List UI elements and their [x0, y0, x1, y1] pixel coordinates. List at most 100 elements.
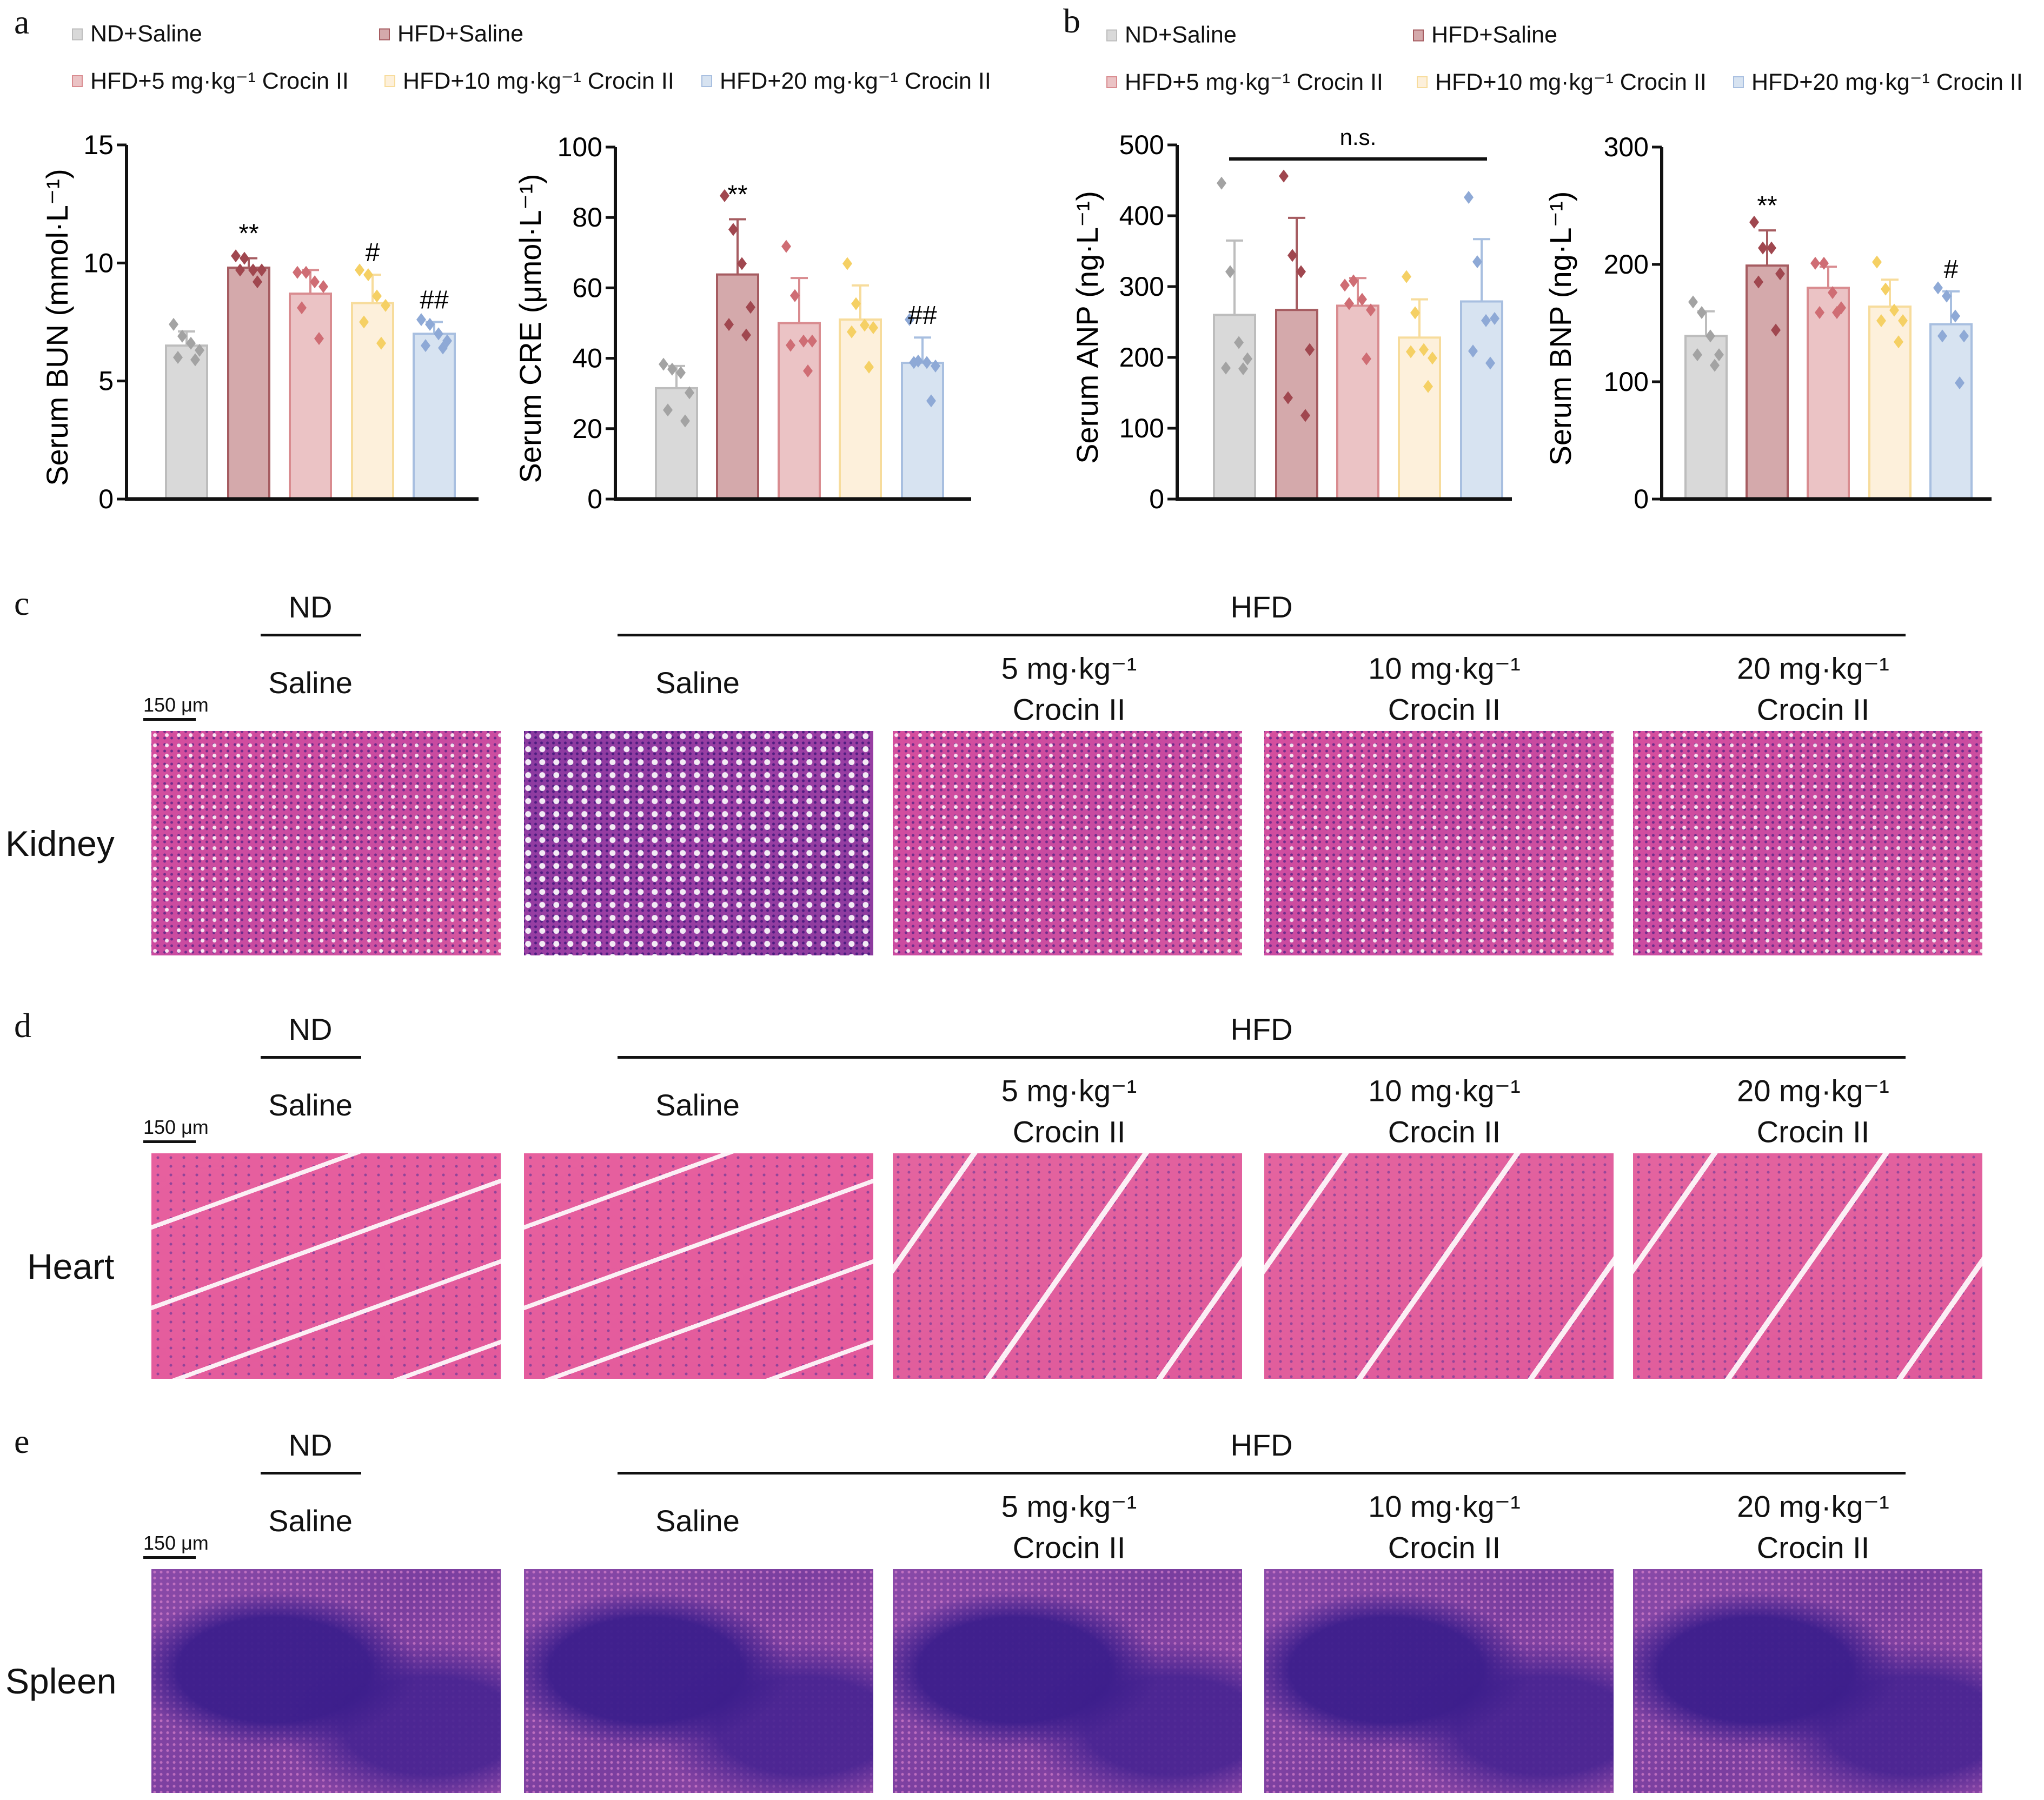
panel-letter-a: a	[14, 3, 30, 41]
treatment-label: Saline	[268, 666, 353, 700]
data-point	[659, 357, 668, 371]
scale-bar	[143, 1140, 196, 1143]
treatment-label: 20 mg·kg⁻¹ Crocin II	[1737, 1073, 1889, 1148]
data-point	[1894, 335, 1903, 349]
data-point	[1221, 361, 1231, 375]
data-point	[803, 364, 813, 378]
panel-letter-e: e	[14, 1422, 30, 1460]
y-axis-label: Serum BUN (mmol·L⁻¹)	[40, 169, 74, 486]
hfd-group-line	[618, 634, 1906, 636]
data-point	[1238, 362, 1248, 375]
legend-swatch	[1413, 29, 1424, 41]
bar	[227, 267, 270, 500]
treatment-label: 10 mg·kg⁻¹ Crocin II	[1368, 1073, 1521, 1148]
data-point	[864, 360, 874, 374]
legend-swatch	[72, 28, 83, 40]
data-point	[676, 366, 686, 380]
bar	[655, 387, 698, 500]
data-point	[1234, 336, 1244, 349]
legend-label: ND+Saline	[90, 21, 202, 47]
diet-label-nd: ND	[288, 1428, 333, 1463]
kidney-he-image	[524, 731, 873, 955]
kidney-he-image	[1264, 731, 1614, 955]
y-tick-label: 300	[1119, 271, 1164, 302]
data-point	[790, 289, 800, 302]
treatment-label: 5 mg·kg⁻¹ Crocin II	[1001, 1073, 1137, 1148]
data-point	[1402, 270, 1411, 283]
treatment-label: Saline	[268, 1088, 353, 1122]
data-point	[363, 268, 373, 282]
bar	[778, 322, 821, 500]
y-tick-label: 200	[1604, 249, 1649, 280]
spleen-he-image	[893, 1569, 1242, 1793]
bar	[351, 302, 394, 500]
y-tick-label: 0	[587, 484, 602, 514]
hfd-group-line	[618, 1472, 1906, 1474]
legend-item: HFD+5 mg·kg⁻¹ Crocin II	[72, 68, 349, 95]
data-point	[1898, 314, 1908, 328]
data-point	[1959, 329, 1969, 343]
data-point	[425, 317, 435, 331]
panel-letter-c: c	[14, 584, 30, 622]
treatment-label: 10 mg·kg⁻¹ Crocin II	[1368, 651, 1521, 726]
data-point	[847, 325, 857, 338]
legend-label: HFD+20 mg·kg⁻¹ Crocin II	[1751, 69, 2023, 95]
data-point	[1349, 274, 1358, 288]
data-point	[724, 318, 734, 331]
data-point	[931, 359, 940, 373]
data-point	[1468, 344, 1478, 358]
kidney-he-image	[893, 731, 1242, 955]
data-point	[1710, 358, 1720, 372]
y-tick-label: 400	[1119, 201, 1164, 231]
y-tick-label: 10	[83, 248, 114, 278]
data-point	[1705, 329, 1715, 343]
data-point	[231, 249, 241, 263]
data-point	[667, 362, 677, 376]
heart-he-image	[524, 1153, 873, 1379]
legend-item: HFD+10 mg·kg⁻¹ Crocin II	[1417, 69, 1707, 96]
data-point	[293, 265, 302, 279]
legend-label: HFD+10 mg·kg⁻¹ Crocin II	[1435, 69, 1707, 95]
diet-label-hfd: HFD	[1230, 590, 1293, 625]
y-tick-label: 500	[1119, 130, 1164, 160]
y-tick-label: 15	[83, 130, 114, 160]
legend-label: HFD+5 mg·kg⁻¹ Crocin II	[90, 68, 349, 94]
y-tick-label: 100	[558, 132, 602, 162]
data-point	[381, 298, 390, 312]
bar	[1746, 264, 1789, 500]
data-point	[746, 301, 755, 314]
spleen-he-image	[1633, 1569, 1982, 1793]
ns-label: n.s.	[1340, 124, 1377, 150]
data-point	[318, 280, 328, 293]
bar	[165, 344, 208, 501]
data-point	[310, 275, 320, 289]
data-point	[1410, 306, 1420, 320]
data-point	[905, 313, 914, 326]
data-point	[741, 328, 751, 342]
data-point	[1950, 309, 1960, 323]
legend-swatch	[72, 75, 83, 87]
legend-label: HFD+5 mg·kg⁻¹ Crocin II	[1125, 69, 1383, 95]
bar	[1684, 335, 1728, 500]
data-point	[1406, 345, 1416, 358]
data-point	[1942, 289, 1952, 303]
data-point	[169, 317, 178, 331]
y-tick-label: 20	[572, 414, 602, 444]
hfd-group-line	[618, 1056, 1906, 1059]
chart-4: ** #0 100 200 300 Serum BNP (ng·L⁻¹)	[1543, 132, 1992, 514]
bar	[1868, 305, 1912, 500]
panel-letter-b: b	[1063, 2, 1080, 40]
heart-he-image	[151, 1153, 501, 1379]
data-point	[1881, 282, 1890, 296]
data-point	[728, 223, 738, 236]
bar	[413, 333, 456, 500]
data-point	[248, 263, 258, 277]
data-point	[868, 321, 878, 334]
data-point	[253, 275, 262, 289]
y-tick-label: 0	[1149, 484, 1164, 514]
y-tick-label: 200	[1119, 342, 1164, 373]
data-point	[1464, 190, 1474, 204]
kidney-he-image	[1633, 731, 1982, 955]
y-tick-label: 60	[572, 273, 602, 303]
